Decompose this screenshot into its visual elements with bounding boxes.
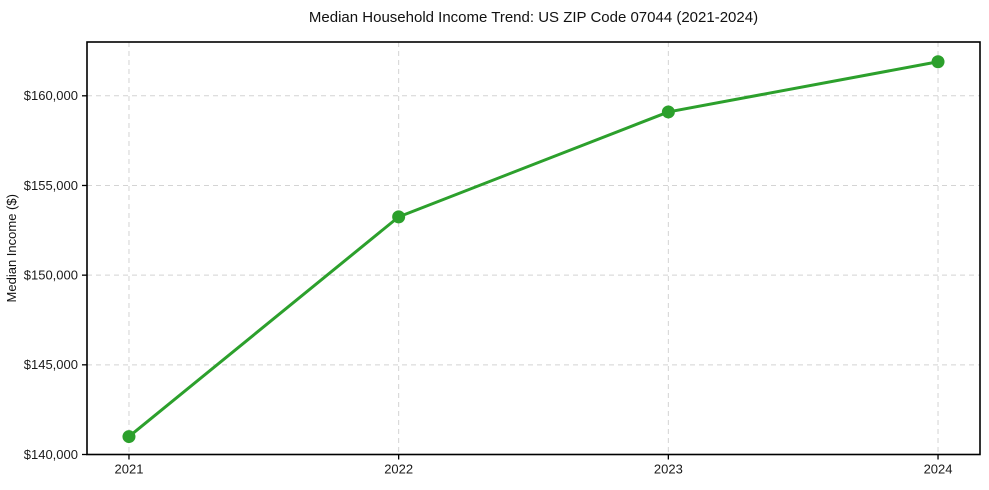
- grid-layer: [87, 42, 980, 455]
- data-point: [392, 210, 406, 224]
- x-tick-label: 2021: [115, 462, 144, 477]
- y-tick-label: $150,000: [24, 268, 78, 283]
- y-tick-label: $145,000: [24, 357, 78, 372]
- series-layer: [122, 55, 945, 444]
- y-tick-label: $155,000: [24, 178, 78, 193]
- x-tick-label: 2024: [924, 462, 953, 477]
- data-point: [661, 105, 675, 119]
- data-point: [122, 430, 136, 444]
- x-tick-label: 2022: [384, 462, 413, 477]
- y-tick-label: $160,000: [24, 88, 78, 103]
- plot-border: [86, 41, 981, 456]
- trend-line: [127, 60, 940, 439]
- data-point: [931, 55, 945, 69]
- axis-layer: $140,000 $145,000 $150,000 $155,000 $160,000…: [24, 88, 953, 476]
- y-tick-label: $140,000: [24, 447, 78, 462]
- chart-title: Median Household Income Trend: US ZIP Co…: [309, 9, 758, 26]
- x-tick-label: 2023: [654, 462, 683, 477]
- y-axis-title: Median Income ($): [4, 194, 19, 302]
